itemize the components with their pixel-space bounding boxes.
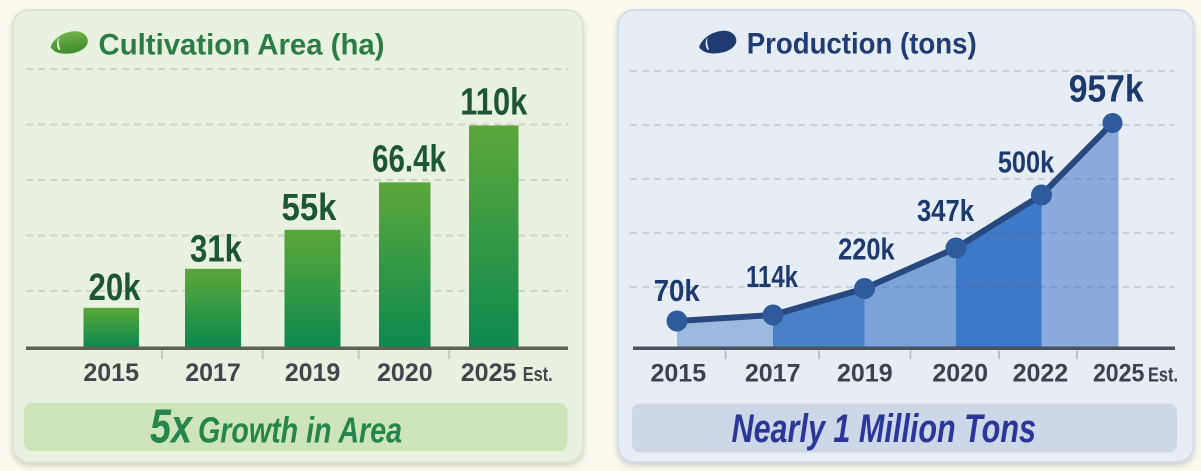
svg-text:2017: 2017 <box>745 360 801 388</box>
svg-text:55k: 55k <box>282 187 338 229</box>
svg-text:5x: 5x <box>150 401 194 454</box>
svg-text:2015: 2015 <box>650 360 706 388</box>
svg-text:2022: 2022 <box>1013 360 1069 388</box>
svg-text:2017: 2017 <box>185 359 241 387</box>
svg-text:66.4k: 66.4k <box>372 139 447 181</box>
svg-text:2020: 2020 <box>377 359 433 387</box>
svg-text:114k: 114k <box>746 259 799 294</box>
svg-text:110k: 110k <box>460 81 528 123</box>
svg-text:2019: 2019 <box>837 360 893 388</box>
svg-text:Nearly 1 Million Tons: Nearly 1 Million Tons <box>732 407 1037 451</box>
svg-text:2020: 2020 <box>932 360 988 388</box>
svg-text:957k: 957k <box>1069 69 1145 111</box>
svg-text:Cultivation Area (ha): Cultivation Area (ha) <box>99 29 385 62</box>
svg-text:Est.: Est. <box>1148 365 1178 387</box>
svg-text:2015: 2015 <box>83 359 139 387</box>
svg-text:20k: 20k <box>89 267 142 309</box>
svg-text:347k: 347k <box>917 193 975 228</box>
svg-text:Est.: Est. <box>523 364 553 386</box>
svg-text:2025: 2025 <box>461 359 517 387</box>
svg-text:500k: 500k <box>998 145 1055 180</box>
svg-text:Production (tons): Production (tons) <box>747 28 977 61</box>
svg-text:2025: 2025 <box>1093 360 1145 388</box>
svg-text:70k: 70k <box>654 273 701 308</box>
svg-text:220k: 220k <box>838 232 895 267</box>
svg-text:31k: 31k <box>190 228 243 270</box>
svg-text:2019: 2019 <box>285 359 341 387</box>
svg-text:Growth in Area: Growth in Area <box>198 410 402 451</box>
